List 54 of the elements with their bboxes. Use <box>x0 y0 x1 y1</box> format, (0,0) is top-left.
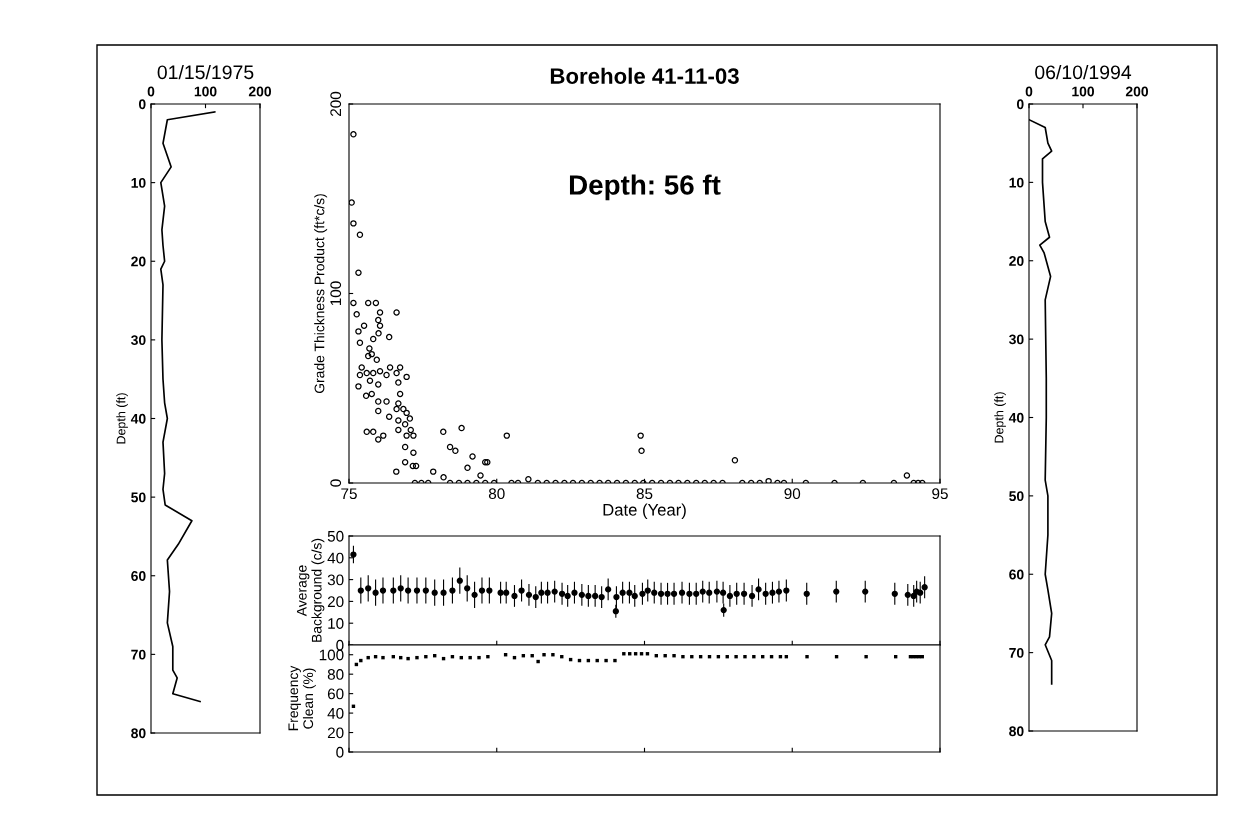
y-tick-label: 80 <box>1009 726 1024 737</box>
chart-title: 06/10/1994 <box>1035 64 1132 80</box>
x-tick-label: 200 <box>248 86 272 97</box>
y-tick-label: 30 <box>1009 334 1024 345</box>
y-tick-label: 40 <box>327 707 344 719</box>
x-tick-label: 100 <box>1072 86 1095 97</box>
y-tick-label: 20 <box>327 596 344 608</box>
y-tick-label: 80 <box>131 728 146 739</box>
y-axis-title: Depth (ft) <box>116 393 128 444</box>
y-tick-label: 30 <box>327 574 344 586</box>
y-tick-label: 10 <box>328 618 344 629</box>
y-tick-label: 50 <box>131 492 146 503</box>
y-tick-label: 70 <box>1009 647 1024 658</box>
y-tick-label: 0 <box>330 479 342 487</box>
x-tick-label: 75 <box>341 488 357 500</box>
y-axis-title: Grade Thickness Product (ft*c/s) <box>314 194 328 394</box>
line-series <box>159 111 216 703</box>
y-tick-label: 30 <box>131 335 146 346</box>
y-tick-label: 60 <box>327 688 344 700</box>
x-tick-label: 95 <box>932 488 948 500</box>
x-tick-label: 0 <box>1025 86 1033 97</box>
y-tick-label: 100 <box>330 281 342 306</box>
y-tick-label: 40 <box>327 552 344 564</box>
y-tick-label: 0 <box>336 639 344 651</box>
y-tick-label: 50 <box>327 530 344 542</box>
y-axis-title: Depth (ft) <box>994 392 1006 443</box>
y-tick-label: 0 <box>1016 99 1024 110</box>
y-tick-label: 60 <box>1009 569 1024 580</box>
y-tick-label: 10 <box>131 177 146 188</box>
y-tick-label: 60 <box>131 571 146 581</box>
x-axis-title: Date (Year) <box>603 503 686 520</box>
y-tick-label: 100 <box>319 649 344 661</box>
y-axis-title: Average Background (c/s) <box>296 538 325 642</box>
chart-title: 01/15/1975 <box>157 64 254 80</box>
y-tick-label: 10 <box>1009 177 1024 188</box>
y-tick-label: 20 <box>327 727 344 739</box>
y-tick-label: 0 <box>138 99 146 110</box>
y-tick-label: 20 <box>131 256 146 267</box>
annotation: Depth: 56 ft <box>569 174 721 201</box>
y-tick-label: 80 <box>327 669 344 680</box>
x-tick-label: 90 <box>784 488 801 500</box>
y-tick-label: 40 <box>130 413 146 424</box>
y-tick-label: 70 <box>131 649 146 660</box>
y-tick-label: 20 <box>1009 256 1024 266</box>
y-tick-label: 50 <box>1009 491 1024 502</box>
x-tick-label: 200 <box>1125 86 1149 97</box>
chart-title: Borehole 41-11-03 <box>550 67 739 84</box>
x-tick-label: 85 <box>636 488 653 500</box>
x-tick-label: 80 <box>488 488 505 500</box>
y-tick-label: 40 <box>1008 412 1024 423</box>
y-axis-title: Frequency Clean (%) <box>288 665 316 731</box>
x-tick-label: 0 <box>147 86 155 97</box>
x-tick-label: 100 <box>194 86 217 97</box>
y-tick-label: 0 <box>336 746 344 758</box>
